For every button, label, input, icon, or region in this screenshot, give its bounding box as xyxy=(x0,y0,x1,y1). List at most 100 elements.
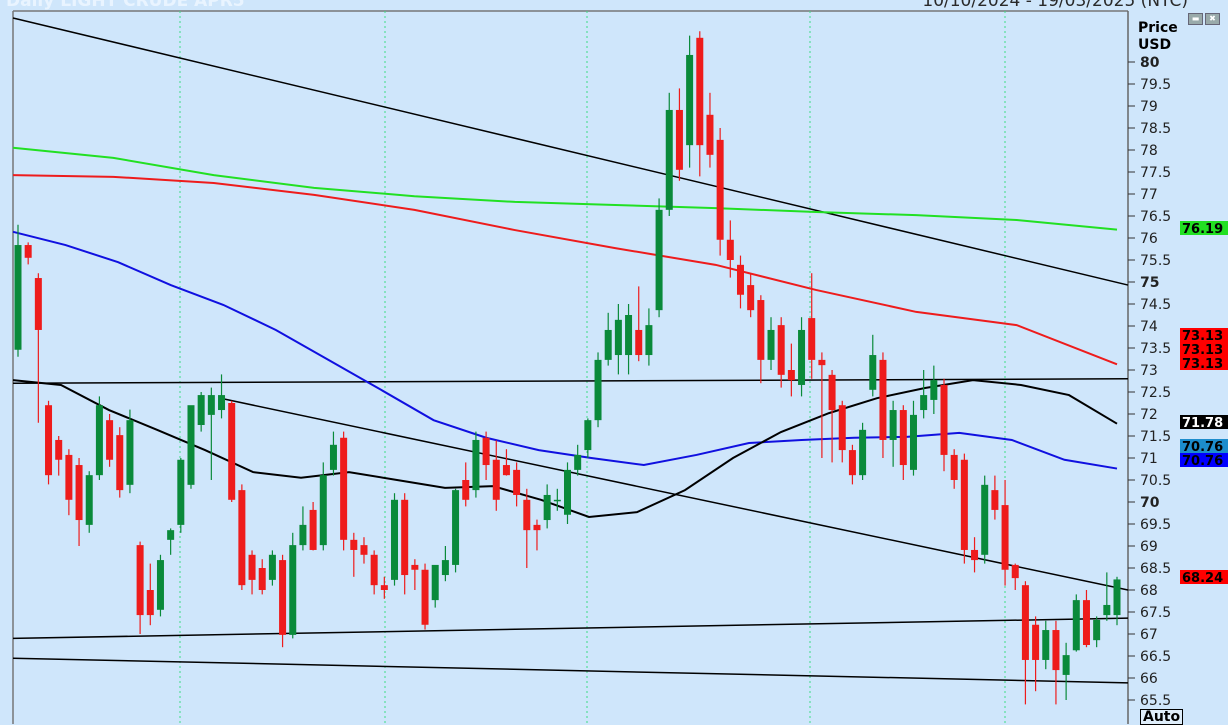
candle xyxy=(34,273,42,423)
y-tick-label: 76 xyxy=(1140,231,1158,247)
candle xyxy=(960,453,968,564)
candle xyxy=(798,317,806,397)
candle xyxy=(24,242,32,265)
candle xyxy=(757,295,765,384)
candle xyxy=(391,493,399,586)
candle-body xyxy=(421,569,429,625)
candle-body xyxy=(1082,600,1090,645)
candle-body xyxy=(553,499,561,502)
candle-body xyxy=(65,454,73,500)
y-tick-label: 76.5 xyxy=(1140,209,1171,225)
candle-body xyxy=(1093,619,1101,641)
candle-body xyxy=(950,454,958,480)
candle xyxy=(462,462,470,507)
candle xyxy=(899,405,907,480)
close-icon[interactable]: ✖ xyxy=(1205,13,1220,25)
candle xyxy=(584,418,592,458)
price-label-bg xyxy=(1180,342,1228,356)
candle-body xyxy=(34,278,42,330)
candle xyxy=(299,506,307,551)
price-label-bg xyxy=(1180,221,1228,235)
price-label: 68.24 xyxy=(1180,570,1228,586)
candle xyxy=(645,308,653,366)
candle-body xyxy=(838,405,846,451)
candle xyxy=(106,414,114,467)
candle-body xyxy=(309,509,317,550)
candle xyxy=(747,273,755,318)
price-label: 70.76 xyxy=(1180,453,1228,469)
candle xyxy=(686,35,694,168)
candle xyxy=(136,541,144,634)
minimize-icon[interactable]: ▬ xyxy=(1188,13,1203,25)
candle-body xyxy=(533,524,541,531)
candle-body xyxy=(136,545,144,616)
candle-body xyxy=(645,325,653,356)
candle xyxy=(736,255,744,309)
y-tick-label: 74 xyxy=(1140,319,1158,335)
price-label-bg xyxy=(1180,415,1228,429)
candle-body xyxy=(24,245,32,258)
candle xyxy=(421,563,429,630)
candle xyxy=(889,400,897,467)
y-tick-label: 66 xyxy=(1140,671,1158,687)
candle-body xyxy=(340,437,348,540)
y-tick-label: 68 xyxy=(1140,583,1158,599)
y-tick-label: 68.5 xyxy=(1140,561,1171,577)
candle-body xyxy=(452,490,460,565)
candle-body xyxy=(889,410,897,440)
candle-body xyxy=(177,459,185,525)
candle-body xyxy=(55,439,63,460)
candle-body xyxy=(543,494,551,521)
auto-scale-button[interactable]: Auto xyxy=(1140,709,1184,725)
price-label: 71.78 xyxy=(1180,415,1228,431)
candle xyxy=(869,334,877,397)
moving-average-line xyxy=(12,174,1118,366)
candle xyxy=(859,422,867,480)
candle-body xyxy=(736,264,744,295)
y-tick-label: 73.5 xyxy=(1140,341,1171,357)
y-tick-label: 78 xyxy=(1140,143,1158,159)
candle-body xyxy=(584,420,592,451)
candle-body xyxy=(462,480,470,500)
candle xyxy=(1052,620,1060,705)
candle-body xyxy=(828,374,836,411)
candle xyxy=(1032,616,1040,692)
candle xyxy=(838,400,846,463)
trendline xyxy=(12,378,1129,384)
candle xyxy=(482,431,490,480)
y-tick-label: 80 xyxy=(1140,55,1160,71)
candle-body xyxy=(1011,564,1019,579)
candle xyxy=(614,304,622,375)
price-label: 70.76 xyxy=(1180,439,1228,455)
candle xyxy=(553,488,561,511)
candle xyxy=(767,317,775,370)
price-label: 76.19 xyxy=(1180,221,1228,237)
candle-body xyxy=(604,329,612,360)
candle-body xyxy=(380,585,388,590)
candle xyxy=(279,554,287,648)
candle xyxy=(981,475,989,564)
candle xyxy=(452,488,460,573)
candle xyxy=(940,378,948,472)
y-tick-label: 69 xyxy=(1140,539,1158,555)
candle-body xyxy=(1001,505,1009,570)
candle-body xyxy=(1042,630,1050,660)
candle-body xyxy=(940,384,948,455)
candle-body xyxy=(564,469,571,515)
candle xyxy=(309,502,317,551)
candle xyxy=(85,471,93,533)
candle xyxy=(492,440,500,511)
candle-body xyxy=(482,437,490,466)
y-tick-label: 66.5 xyxy=(1140,649,1171,665)
candle xyxy=(909,400,917,476)
candle-body xyxy=(920,395,928,411)
y-tick-label: 71 xyxy=(1140,451,1158,467)
candle-body xyxy=(991,490,999,510)
candle xyxy=(65,449,73,516)
candle-body xyxy=(248,554,256,580)
candle xyxy=(879,352,887,458)
candle xyxy=(75,458,83,546)
y-tick-label: 73 xyxy=(1140,363,1158,379)
candle xyxy=(126,409,134,494)
